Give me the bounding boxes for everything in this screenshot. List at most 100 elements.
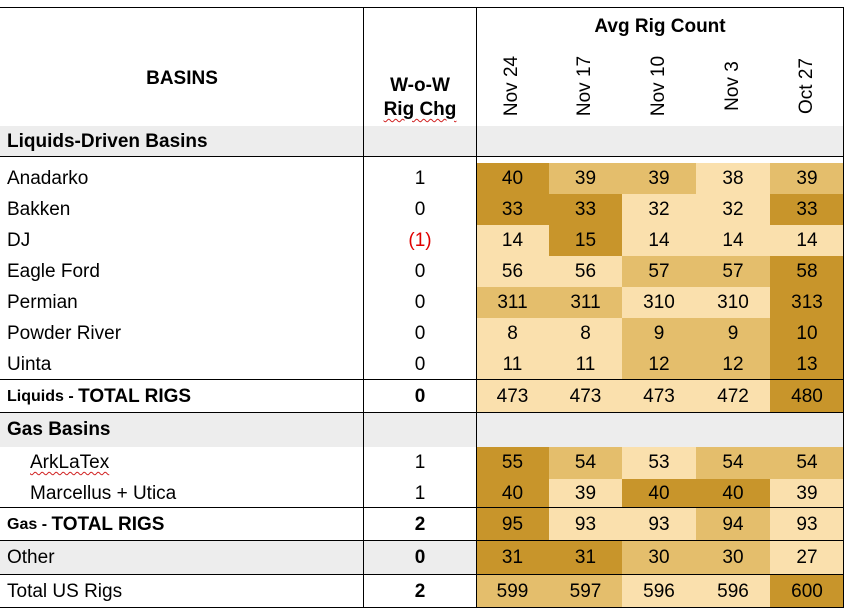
wow-change-value: 0 [414,260,426,282]
rule-liquids-total-bottom [0,412,844,413]
wow-change-value: 0 [414,291,426,313]
wow-change-value: 1 [414,482,426,504]
row-label: Uinta [0,349,364,380]
top-border [0,7,844,8]
date-header-0: Nov 24 [476,45,549,127]
row-label: ArkLaTex [0,447,364,479]
row-label: Powder River [0,318,364,349]
rig-count-cell: 480 [770,380,844,413]
rig-count-cell: 473 [549,380,622,413]
row-label-text: Bakken [7,198,71,220]
rig-count-cell: 31 [476,541,549,575]
rig-count-cell: 311 [476,287,549,318]
rig-count-cell: 15 [549,225,622,256]
date-header-label: Nov 10 [647,55,669,117]
rig-count-cell: 30 [622,541,696,575]
rig-count-cell: 33 [476,194,549,225]
rig-count-cell: 600 [770,575,844,608]
rig-count-cell: 53 [622,447,696,479]
rig-count-cell: 11 [476,349,549,380]
row-label-text: Marcellus + Utica [30,482,177,504]
date-header-label: Oct 27 [795,58,817,114]
rig-count-cell: 12 [696,349,770,380]
row-label: DJ [0,225,364,256]
rig-count-cell: 54 [696,447,770,479]
vertical-divider-1 [363,7,364,608]
section-band [0,413,844,447]
rig-count-cell: 14 [476,225,549,256]
rig-count-cell: 32 [696,194,770,225]
other-label-band [0,541,476,575]
row-label: Bakken [0,194,364,225]
row-label-text: Total US Rigs [7,580,123,602]
rig-count-cell: 56 [549,256,622,287]
bottom-border [0,607,844,608]
rig-count-cell: 14 [622,225,696,256]
rig-count-cell: 93 [549,508,622,541]
rig-count-cell: 597 [549,575,622,608]
rig-count-cell: 40 [696,479,770,508]
avg-rig-count-title: Avg Rig Count [594,16,726,37]
row-label-text: Uinta [7,353,52,375]
rig-count-cell: 38 [696,163,770,194]
rig-count-cell: 9 [696,318,770,349]
total-prefix: Liquids - [7,387,79,405]
rig-count-cell: 8 [476,318,549,349]
section-band [0,126,844,157]
basins-header: BASINS [146,67,218,89]
row-label-text: ArkLaTex [30,452,110,473]
rig-count-cell: 57 [696,256,770,287]
wow-change-value: 0 [414,353,426,375]
rig-count-cell: 40 [476,479,549,508]
rig-count-cell: 311 [549,287,622,318]
total-suffix: TOTAL RIGS [51,513,165,535]
rig-count-cell: 93 [622,508,696,541]
rig-count-cell: 8 [549,318,622,349]
total-row-label: Gas - TOTAL RIGS [0,508,364,541]
rule-gas-total-bottom [0,540,844,541]
wow-change-value: 1 [414,167,426,189]
rig-count-cell: 39 [770,479,844,508]
rig-count-cell: 313 [770,287,844,318]
rig-count-cell: 27 [770,541,844,575]
section-label: Gas Basins [7,419,111,440]
date-header-1: Nov 17 [549,45,622,127]
total-prefix: Gas - [7,515,52,533]
row-label-text: Eagle Ford [7,260,100,282]
vertical-divider-2 [476,7,477,608]
rule-header [0,156,844,157]
rig-count-cell: 596 [622,575,696,608]
rig-count-cell: 596 [696,575,770,608]
rig-count-cell: 12 [622,349,696,380]
rig-count-cell: 473 [476,380,549,413]
row-label-text: DJ [7,229,31,251]
row-label-text: Powder River [7,322,122,344]
wow-change-value: 0 [414,547,426,568]
rig-count-cell: 13 [770,349,844,380]
total-row-label: Liquids - TOTAL RIGS [0,380,364,413]
wow-change-value: 1 [414,452,426,473]
rig-count-cell: 10 [770,318,844,349]
rig-count-cell: 599 [476,575,549,608]
rig-count-cell: 30 [696,541,770,575]
date-header-4: Oct 27 [770,45,844,127]
rig-count-cell: 11 [549,349,622,380]
wow-change-value: 0 [414,322,426,344]
wow-change-value: 2 [414,513,426,535]
rig-count-cell: 14 [770,225,844,256]
row-label: Other [0,541,364,575]
rig-count-cell: 33 [770,194,844,225]
row-label: Marcellus + Utica [0,479,364,508]
rig-count-cell: 54 [770,447,844,479]
row-label-text: Permian [7,291,78,313]
date-header-label: Nov 3 [721,61,743,111]
rig-count-cell: 40 [476,163,549,194]
rig-count-cell: 32 [622,194,696,225]
rig-count-cell: 31 [549,541,622,575]
rig-count-cell: 39 [622,163,696,194]
wow-change-header: W-o-W Rig Chg [364,70,476,126]
rule-liquids-total-top [0,379,844,380]
rig-count-cell: 39 [549,163,622,194]
wow-header-line1: W-o-W [390,75,450,96]
